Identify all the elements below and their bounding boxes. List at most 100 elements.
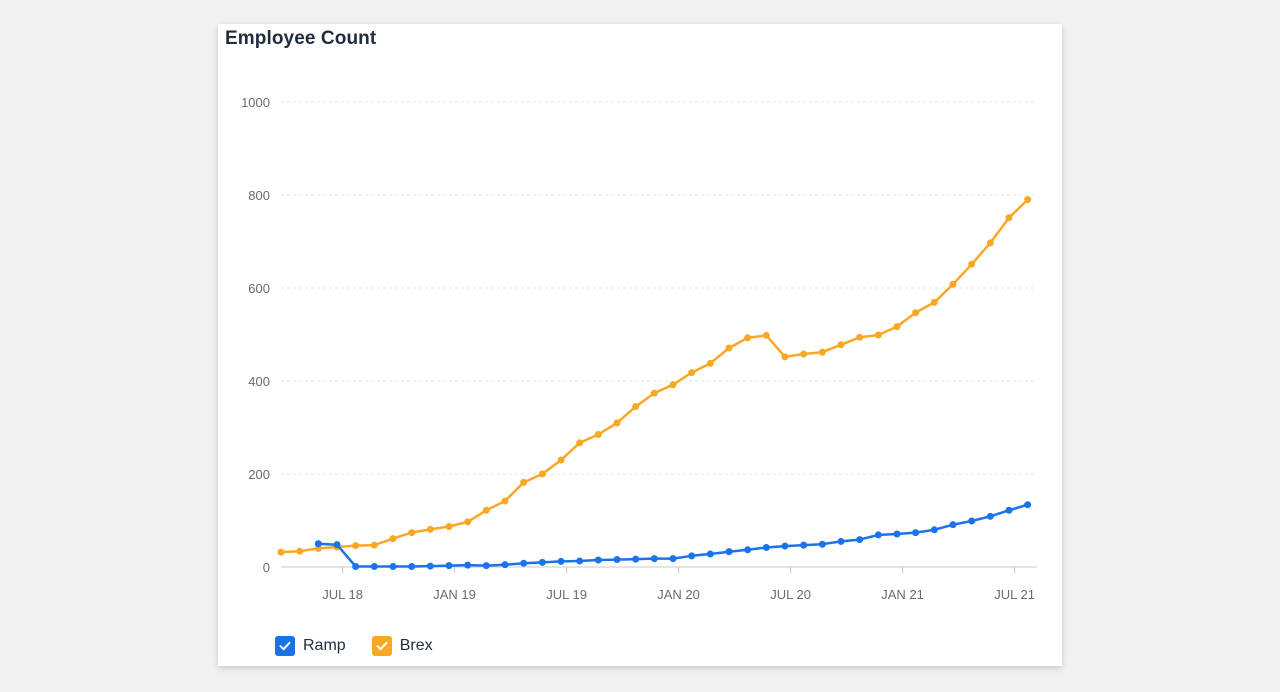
data-point-brex[interactable] — [781, 353, 789, 361]
data-point-ramp[interactable] — [314, 540, 322, 548]
data-point-brex[interactable] — [277, 548, 285, 556]
grid-lines — [281, 101, 1037, 475]
data-point-ramp[interactable] — [594, 556, 602, 564]
data-point-ramp[interactable] — [762, 543, 770, 551]
data-point-brex[interactable] — [856, 333, 864, 341]
chart-plot: 0 200 400 600 800 1000 JUL 18 JAN 19 JUL 19 JAN 2… — [241, 95, 1037, 602]
data-point-ramp[interactable] — [482, 562, 490, 570]
data-point-brex[interactable] — [744, 334, 752, 342]
data-point-brex[interactable] — [912, 309, 920, 317]
data-point-ramp[interactable] — [818, 540, 826, 548]
series-line-brex — [279, 198, 1029, 554]
data-point-brex[interactable] — [986, 239, 994, 247]
data-point-ramp[interactable] — [986, 512, 994, 520]
data-point-ramp[interactable] — [874, 531, 882, 539]
data-point-ramp[interactable] — [352, 563, 360, 571]
data-point-ramp[interactable] — [650, 555, 658, 563]
data-point-brex[interactable] — [1024, 196, 1032, 204]
y-tick-label: 1000 — [241, 95, 270, 110]
chart-title: Employee Count — [225, 28, 377, 49]
data-point-ramp[interactable] — [464, 561, 472, 569]
legend-item-ramp[interactable]: Ramp — [275, 636, 346, 656]
data-point-ramp[interactable] — [781, 542, 789, 550]
data-point-ramp[interactable] — [520, 559, 528, 567]
chart-legend: Ramp Brex — [275, 636, 433, 656]
data-point-ramp[interactable] — [893, 530, 901, 538]
data-point-ramp[interactable] — [800, 541, 808, 549]
data-point-brex[interactable] — [837, 341, 845, 349]
x-tick-label: JUL 18 — [322, 587, 363, 602]
data-point-ramp[interactable] — [706, 550, 714, 558]
data-point-ramp[interactable] — [370, 563, 378, 571]
data-point-brex[interactable] — [669, 381, 677, 389]
data-point-brex[interactable] — [650, 389, 658, 397]
data-point-ramp[interactable] — [1024, 501, 1032, 509]
series-lines — [277, 196, 1032, 571]
data-point-brex[interactable] — [800, 350, 808, 358]
data-point-brex[interactable] — [520, 478, 528, 486]
legend-checkbox-brex[interactable] — [371, 636, 392, 656]
data-point-ramp[interactable] — [744, 546, 752, 554]
data-point-brex[interactable] — [576, 439, 584, 447]
data-point-brex[interactable] — [706, 359, 714, 367]
data-point-ramp[interactable] — [538, 558, 546, 566]
legend-checkbox-ramp[interactable] — [275, 636, 295, 656]
data-point-ramp[interactable] — [968, 517, 976, 525]
legend-item-brex[interactable]: Brex — [371, 636, 433, 656]
data-point-ramp[interactable] — [501, 561, 509, 569]
data-point-brex[interactable] — [725, 344, 733, 352]
data-point-ramp[interactable] — [557, 557, 565, 565]
data-point-brex[interactable] — [762, 331, 770, 339]
data-point-brex[interactable] — [389, 535, 397, 543]
data-point-ramp[interactable] — [1005, 506, 1013, 514]
data-point-brex[interactable] — [370, 541, 378, 549]
x-tick-label: JAN 20 — [657, 587, 700, 602]
x-tick-label: JUL 20 — [770, 587, 811, 602]
data-point-ramp[interactable] — [725, 548, 733, 556]
data-point-brex[interactable] — [949, 280, 957, 288]
data-point-ramp[interactable] — [688, 552, 696, 560]
data-point-brex[interactable] — [874, 331, 882, 339]
data-point-ramp[interactable] — [333, 541, 341, 549]
data-point-brex[interactable] — [296, 547, 304, 555]
data-point-ramp[interactable] — [613, 556, 621, 564]
x-tick-label: JAN 19 — [433, 587, 476, 602]
data-point-brex[interactable] — [538, 470, 546, 478]
legend-label-ramp: Ramp — [303, 637, 346, 654]
check-icon — [279, 641, 291, 651]
data-point-ramp[interactable] — [632, 555, 640, 563]
data-point-brex[interactable] — [632, 403, 640, 411]
data-point-ramp[interactable] — [837, 537, 845, 545]
data-point-ramp[interactable] — [669, 555, 677, 563]
data-point-brex[interactable] — [426, 525, 434, 533]
data-point-ramp[interactable] — [445, 562, 453, 570]
data-point-ramp[interactable] — [576, 557, 584, 565]
data-point-brex[interactable] — [464, 518, 472, 526]
data-point-brex[interactable] — [501, 497, 509, 505]
data-point-ramp[interactable] — [912, 529, 920, 537]
data-point-brex[interactable] — [482, 506, 490, 514]
data-point-brex[interactable] — [968, 260, 976, 268]
data-point-brex[interactable] — [893, 323, 901, 331]
data-point-ramp[interactable] — [426, 562, 434, 570]
axes: 0 200 400 600 800 1000 JUL 18 JAN 19 JUL 19 JAN 2… — [241, 95, 1037, 602]
y-tick-label: 400 — [248, 374, 270, 389]
data-point-ramp[interactable] — [949, 521, 957, 529]
data-point-brex[interactable] — [613, 419, 621, 427]
data-point-ramp[interactable] — [389, 563, 397, 571]
data-point-brex[interactable] — [594, 430, 602, 438]
data-point-brex[interactable] — [445, 523, 453, 531]
data-point-brex[interactable] — [930, 298, 938, 306]
data-point-ramp[interactable] — [408, 563, 416, 571]
data-point-brex[interactable] — [818, 348, 826, 356]
data-point-ramp[interactable] — [930, 526, 938, 534]
data-point-brex[interactable] — [557, 456, 565, 464]
data-point-ramp[interactable] — [856, 536, 864, 544]
y-tick-label: 0 — [263, 560, 270, 575]
data-point-brex[interactable] — [1005, 214, 1013, 222]
data-point-brex[interactable] — [688, 369, 696, 377]
data-point-brex[interactable] — [352, 542, 360, 550]
x-tick-label: JAN 21 — [881, 587, 924, 602]
data-point-brex[interactable] — [408, 529, 416, 537]
check-icon — [376, 641, 388, 651]
